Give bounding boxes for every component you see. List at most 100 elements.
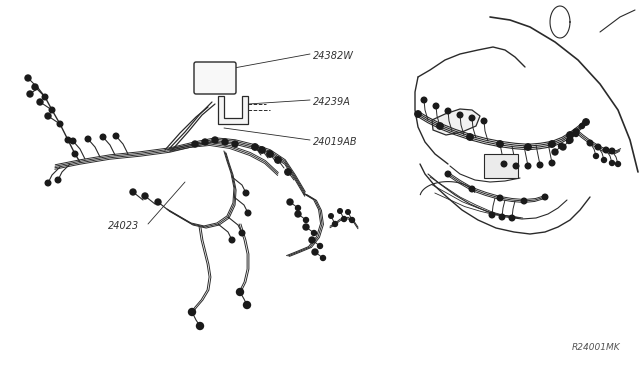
Circle shape <box>317 244 323 248</box>
Circle shape <box>32 84 38 90</box>
Circle shape <box>229 237 235 243</box>
Circle shape <box>296 205 301 211</box>
Circle shape <box>42 94 48 100</box>
Circle shape <box>100 134 106 140</box>
Circle shape <box>542 194 548 200</box>
Circle shape <box>113 133 119 139</box>
FancyBboxPatch shape <box>484 154 518 178</box>
Circle shape <box>37 99 43 105</box>
Polygon shape <box>218 96 248 124</box>
Circle shape <box>312 249 318 255</box>
Circle shape <box>142 193 148 199</box>
Circle shape <box>252 144 258 150</box>
Circle shape <box>525 163 531 169</box>
Circle shape <box>192 141 198 147</box>
Circle shape <box>49 107 55 113</box>
Circle shape <box>232 141 238 147</box>
Circle shape <box>469 115 475 121</box>
Circle shape <box>155 199 161 205</box>
Circle shape <box>595 144 601 150</box>
Circle shape <box>567 132 573 138</box>
Circle shape <box>349 218 355 222</box>
Circle shape <box>342 217 346 221</box>
Circle shape <box>579 124 584 128</box>
Circle shape <box>25 75 31 81</box>
Circle shape <box>421 97 427 103</box>
Circle shape <box>604 147 609 153</box>
Circle shape <box>559 144 563 148</box>
Circle shape <box>321 256 326 260</box>
Circle shape <box>573 129 579 135</box>
Circle shape <box>130 189 136 195</box>
Circle shape <box>312 231 317 235</box>
Circle shape <box>239 230 245 236</box>
Circle shape <box>513 163 519 169</box>
Circle shape <box>70 138 76 144</box>
FancyBboxPatch shape <box>194 62 236 94</box>
Circle shape <box>602 157 607 163</box>
Circle shape <box>489 212 495 218</box>
Circle shape <box>243 301 250 308</box>
Text: 24382W: 24382W <box>313 51 354 61</box>
Circle shape <box>616 161 621 167</box>
Circle shape <box>445 171 451 177</box>
Circle shape <box>303 224 309 230</box>
Circle shape <box>267 151 273 157</box>
Circle shape <box>497 195 503 201</box>
Circle shape <box>415 111 421 117</box>
Circle shape <box>521 198 527 204</box>
Circle shape <box>57 121 63 127</box>
Circle shape <box>45 180 51 186</box>
Circle shape <box>65 137 71 143</box>
Circle shape <box>237 289 243 295</box>
Circle shape <box>27 91 33 97</box>
Circle shape <box>287 199 293 205</box>
Circle shape <box>467 134 473 140</box>
Text: 24239A: 24239A <box>313 97 351 107</box>
Circle shape <box>537 162 543 168</box>
Circle shape <box>573 131 579 137</box>
Circle shape <box>437 123 443 129</box>
Circle shape <box>609 160 614 166</box>
Circle shape <box>295 211 301 217</box>
Circle shape <box>55 177 61 183</box>
Circle shape <box>501 161 507 167</box>
Circle shape <box>552 149 558 155</box>
Circle shape <box>583 119 589 125</box>
Circle shape <box>346 210 350 214</box>
Circle shape <box>499 214 505 220</box>
Circle shape <box>469 186 475 192</box>
Circle shape <box>445 108 451 114</box>
Circle shape <box>275 157 281 163</box>
Circle shape <box>303 218 308 222</box>
Circle shape <box>212 137 218 143</box>
Circle shape <box>329 214 333 218</box>
Text: 24019AB: 24019AB <box>313 137 358 147</box>
Circle shape <box>245 210 251 216</box>
Circle shape <box>567 137 573 143</box>
Circle shape <box>560 144 566 150</box>
Circle shape <box>202 139 208 145</box>
Circle shape <box>333 221 337 227</box>
Circle shape <box>548 141 556 147</box>
Circle shape <box>285 169 291 175</box>
Circle shape <box>45 113 51 119</box>
Circle shape <box>525 144 531 150</box>
Circle shape <box>309 237 315 243</box>
Circle shape <box>196 323 204 330</box>
Circle shape <box>588 140 593 146</box>
Circle shape <box>222 139 228 145</box>
Circle shape <box>497 141 503 147</box>
Circle shape <box>85 136 91 142</box>
Circle shape <box>259 147 265 153</box>
Circle shape <box>593 154 598 158</box>
Polygon shape <box>432 109 480 135</box>
Circle shape <box>338 209 342 213</box>
Circle shape <box>72 151 78 157</box>
Circle shape <box>457 112 463 118</box>
Text: 24023: 24023 <box>108 221 140 231</box>
Circle shape <box>481 118 487 124</box>
Circle shape <box>433 103 439 109</box>
Circle shape <box>549 160 555 166</box>
Text: R24001MK: R24001MK <box>572 343 620 352</box>
